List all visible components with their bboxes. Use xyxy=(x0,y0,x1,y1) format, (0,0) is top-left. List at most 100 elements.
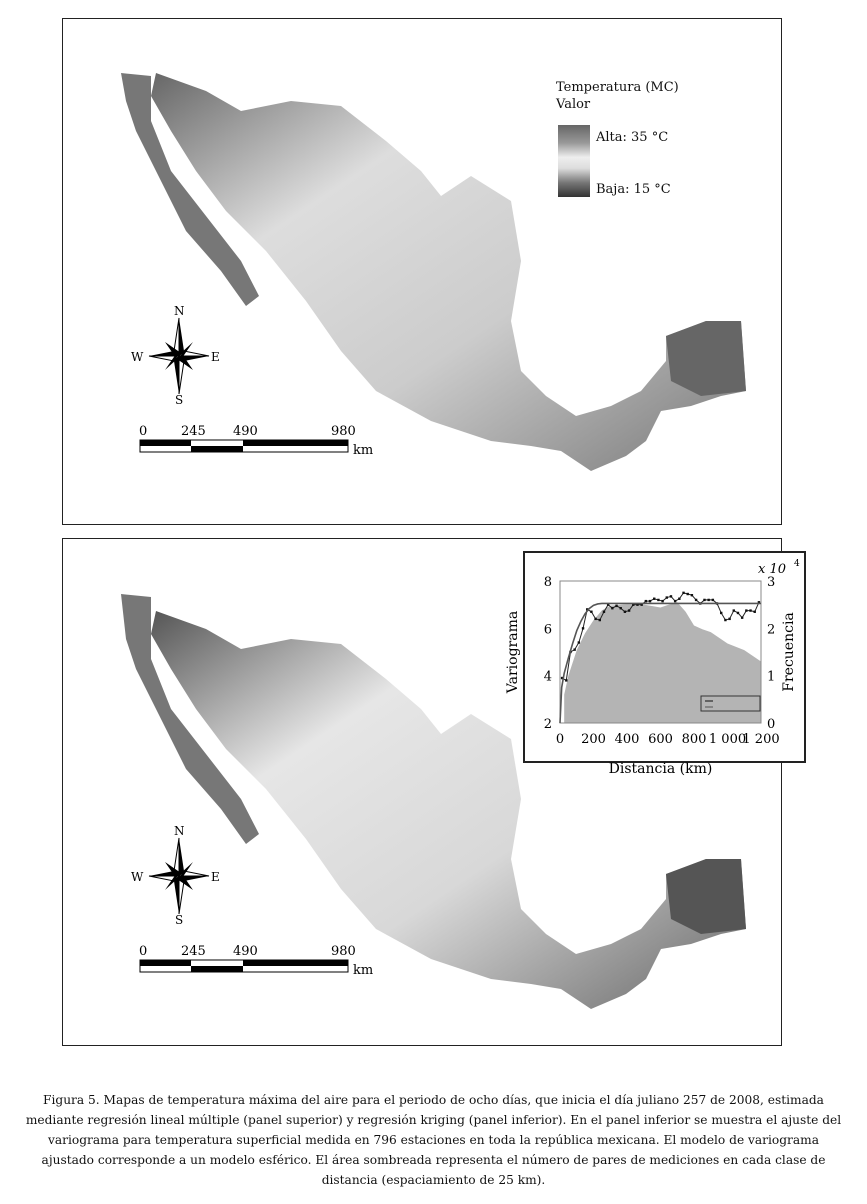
scale-unit: km xyxy=(353,443,373,458)
y-right-tick-label: 3 xyxy=(767,575,775,590)
variogram-point xyxy=(640,603,643,606)
x-tick-label: 0 xyxy=(556,732,564,747)
variogram-point xyxy=(590,610,593,613)
variogram-point xyxy=(581,627,585,630)
x-tick-label: 1 200 xyxy=(742,732,779,747)
scale-tick: 980 xyxy=(331,424,356,439)
compass-s: S xyxy=(175,393,183,404)
compass-rose: N S E W xyxy=(131,304,221,407)
right-axis-exponent: 4 xyxy=(794,559,800,569)
variogram-point xyxy=(586,608,589,611)
variogram-point xyxy=(732,609,735,612)
color-ramp xyxy=(558,125,590,197)
variogram-point xyxy=(665,596,668,599)
temperature-legend: Temperatura (MC) Valor Alta: 35 °C Baja:… xyxy=(556,79,679,197)
variogram-point xyxy=(560,676,564,680)
y-right-tick-label: 2 xyxy=(767,622,775,637)
scale-tick: 490 xyxy=(233,944,258,959)
scale-tick: 980 xyxy=(331,944,356,959)
scale-bar: 0 245 490 980 km xyxy=(139,942,379,986)
x-tick-label: 600 xyxy=(648,732,673,747)
variogram-point xyxy=(682,591,685,595)
x-tick-label: 800 xyxy=(682,732,707,747)
variogram-point xyxy=(724,618,727,622)
variogram-point xyxy=(623,610,627,613)
legend-high: Alta: 35 °C xyxy=(596,130,669,145)
scale-tick: 245 xyxy=(181,424,206,439)
yucatan xyxy=(666,859,746,934)
yucatan xyxy=(666,321,746,396)
compass-s: S xyxy=(175,913,183,924)
mexico-map xyxy=(121,73,746,471)
y-tick-label: 6 xyxy=(544,622,552,637)
x-tick-label: 1 000 xyxy=(709,732,746,747)
variogram-point xyxy=(657,598,660,602)
compass-star-icon xyxy=(148,317,210,395)
variogram-point xyxy=(661,599,664,603)
variogram-point xyxy=(632,603,635,606)
right-axis-multiplier: x 10 xyxy=(758,562,786,577)
variogram-point xyxy=(644,599,648,603)
variogram-point xyxy=(753,610,756,613)
y-tick-label: 2 xyxy=(544,717,552,732)
mainland xyxy=(151,73,746,471)
variogram-point xyxy=(669,595,673,598)
baja-california xyxy=(121,73,259,306)
variogram-point xyxy=(678,597,681,600)
variogram-point xyxy=(602,610,606,613)
variogram-point xyxy=(711,598,715,602)
variogram-point xyxy=(636,603,639,606)
y-axis-label: Variograma xyxy=(505,611,521,694)
variogram-point xyxy=(728,617,731,621)
figure-caption: Figura 5. Mapas de temperatura máxima de… xyxy=(25,1093,842,1187)
variogram-point xyxy=(577,641,581,644)
variogram-point xyxy=(749,609,752,612)
y-tick-label: 4 xyxy=(544,670,552,685)
mexico-map xyxy=(121,594,746,1009)
compass-e: E xyxy=(211,870,220,884)
legend-title: Temperatura (MC) xyxy=(556,80,679,95)
compass-n: N xyxy=(174,304,185,318)
variogram-point xyxy=(594,617,597,621)
variogram-point xyxy=(619,607,622,610)
variogram-point xyxy=(598,618,601,622)
y-right-tick-label: 1 xyxy=(767,670,775,685)
baja-california xyxy=(121,594,259,844)
scale-tick: 245 xyxy=(181,944,206,959)
compass-w: W xyxy=(131,350,144,364)
mainland xyxy=(151,611,746,1009)
variogram-point xyxy=(611,607,614,610)
legend-subtitle: Valor xyxy=(556,97,591,112)
variogram-point xyxy=(673,599,677,603)
y-right-tick-label: 0 xyxy=(767,717,775,732)
variogram-point xyxy=(573,648,576,651)
y-right-axis-label: Frecuencia xyxy=(781,612,797,692)
variogram-point xyxy=(736,611,740,615)
variogram-chart: 0 200 400 600 800 1 000 1 200 2 4 6 8 0 1 2 3 x 10 4 Vari… xyxy=(505,551,806,777)
scale-tick: 0 xyxy=(139,424,147,439)
variogram-point xyxy=(627,609,631,612)
scale-bar: 0 245 490 980 km xyxy=(139,422,379,466)
spherical-model-line xyxy=(559,602,761,724)
plot-frame xyxy=(559,580,762,724)
variogram-point xyxy=(686,592,689,596)
variogram-point xyxy=(690,594,694,597)
compass-rose: N S E W xyxy=(131,824,221,927)
scale-unit: km xyxy=(353,963,373,978)
variogram-point xyxy=(606,603,610,606)
variogram-point xyxy=(703,598,706,602)
x-tick-label: 200 xyxy=(581,732,606,747)
variogram-point xyxy=(720,611,723,615)
variogram-point xyxy=(740,616,744,619)
scale-tick: 490 xyxy=(233,424,258,439)
variogram-point xyxy=(565,679,568,682)
map-panel-top: Temperatura (MC) Valor Alta: 35 °C Baja:… xyxy=(62,18,782,525)
variogram-point xyxy=(707,598,710,602)
variogram-point xyxy=(653,597,656,600)
compass-star-icon xyxy=(148,837,210,915)
x-axis-label: Distancia (km) xyxy=(609,761,713,777)
variogram-point xyxy=(757,601,761,604)
variogram-point xyxy=(615,604,618,608)
map-panel-bottom: 0 200 400 600 800 1 000 1 200 2 4 6 8 0 1 2 3 x 10 4 Vari… xyxy=(62,538,806,1046)
legend-box xyxy=(700,695,761,712)
